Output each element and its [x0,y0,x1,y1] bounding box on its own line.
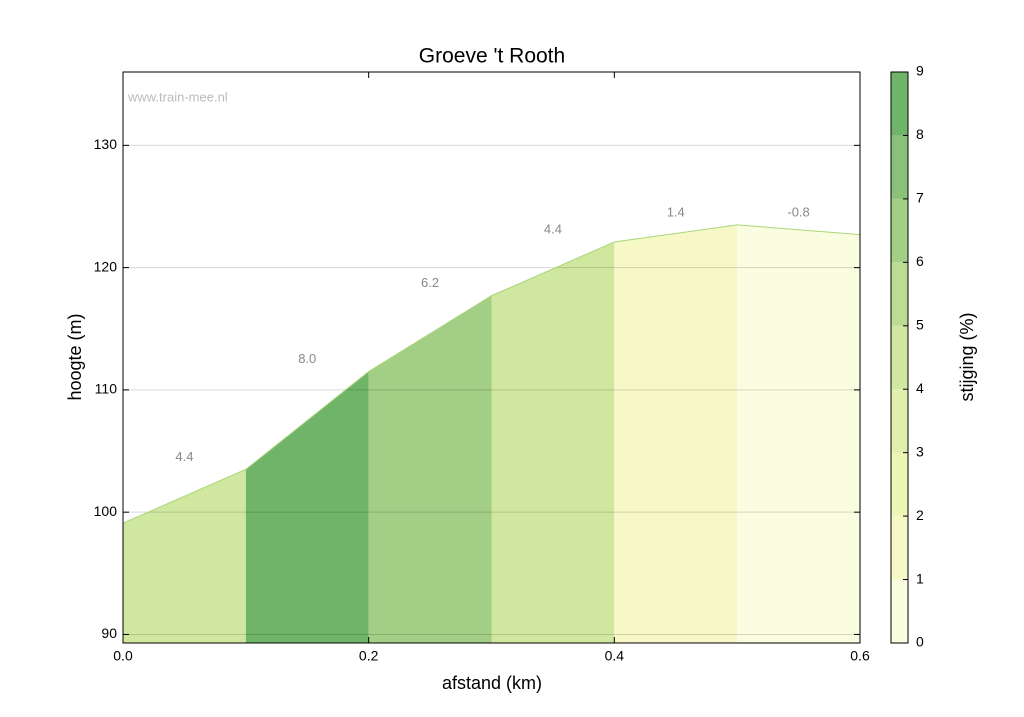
watermark: www.train-mee.nl [127,89,228,104]
colorbar-tick-label: 5 [916,316,924,332]
colorbar-tick-label: 6 [916,253,924,269]
x-tick-label: 0.0 [113,648,133,664]
colorbar-tick-label: 2 [916,507,924,523]
y-tick-label: 120 [94,258,118,274]
colorbar-tick-label: 8 [916,126,924,142]
colorbar-band [891,579,908,643]
slope-label: 6.2 [421,275,439,290]
colorbar-band [891,452,908,517]
colorbar-tick-label: 7 [916,190,924,206]
colorbar-band [891,198,908,263]
colorbar-tick-label: 9 [916,63,924,79]
x-tick-label: 0.2 [359,648,379,664]
slope-label: -0.8 [787,204,809,219]
slope-segment [614,224,738,643]
slope-segment [737,224,860,643]
slope-segment [491,241,615,644]
plot-frame [122,71,861,644]
slope-segment [245,371,369,643]
y-tick-label: 90 [101,625,117,641]
y-tick-label: 130 [94,136,118,152]
slope-segment [123,469,246,643]
x-tick-label: 0.4 [605,648,625,664]
colorbar-band [891,516,908,580]
colorbar-tick-label: 1 [916,570,924,586]
colorbar-band [891,262,908,326]
y-tick-label: 100 [94,503,118,519]
slope-label: 1.4 [667,204,685,219]
slope-label: 4.4 [175,449,193,464]
colorbar-band [891,325,908,390]
x-tick-label: 0.6 [850,648,870,664]
y-axis-label: hoogte (m) [65,313,85,400]
colorbar-band [891,72,908,136]
chart-title: Groeve 't Rooth [419,45,565,68]
colorbar-tick-label: 0 [916,634,924,650]
colorbar-tick-label: 4 [916,380,924,396]
elevation-line [122,224,861,524]
slope-label: 8.0 [298,351,316,366]
colorbar-label: stijging (%) [957,312,977,401]
colorbar-band [891,389,908,453]
slope-label: 4.4 [544,221,562,236]
y-tick-label: 110 [95,381,118,397]
slope-segment [368,295,492,643]
x-axis-label: afstand (km) [442,673,542,693]
colorbar-frame [890,71,909,644]
colorbar-tick-label: 3 [916,443,924,459]
colorbar-band [891,135,908,199]
